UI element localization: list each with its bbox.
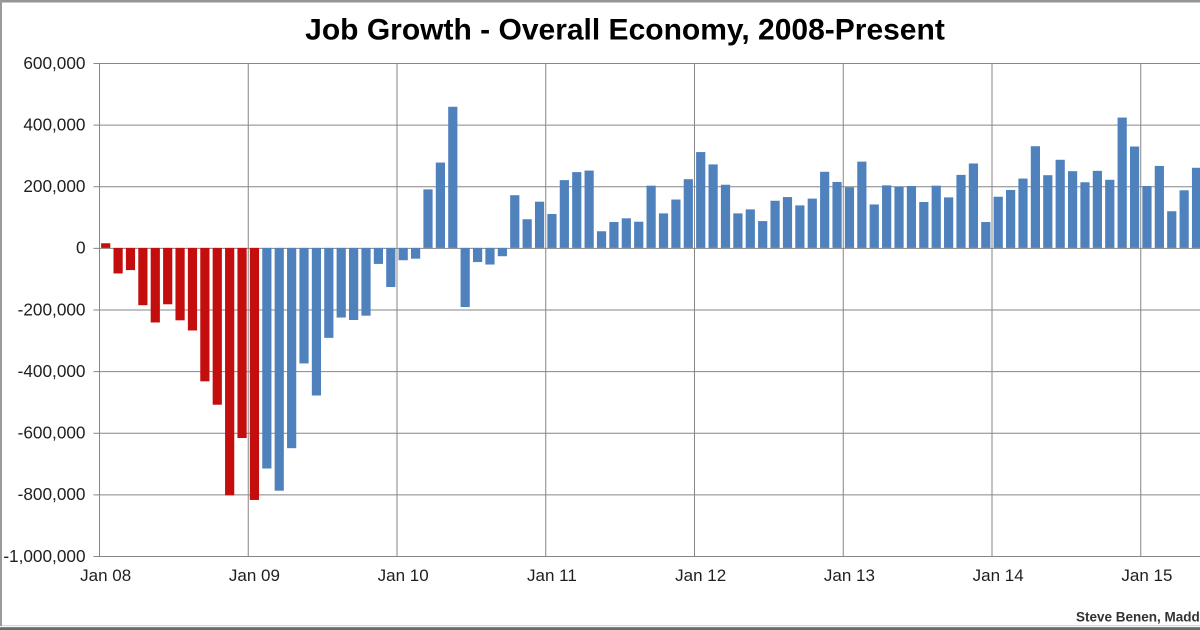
svg-text:-800,000: -800,000: [18, 484, 86, 504]
svg-text:Jan 09: Jan 09: [229, 566, 280, 585]
svg-text:Jan 14: Jan 14: [973, 566, 1024, 585]
svg-text:-600,000: -600,000: [18, 423, 86, 443]
svg-text:Jan 13: Jan 13: [824, 566, 875, 585]
svg-text:600,000: 600,000: [23, 53, 85, 73]
svg-text:Jan 12: Jan 12: [675, 566, 726, 585]
svg-text:-200,000: -200,000: [18, 299, 86, 319]
svg-text:200,000: 200,000: [23, 176, 85, 196]
svg-text:-400,000: -400,000: [18, 361, 86, 381]
svg-text:Jan 08: Jan 08: [80, 566, 131, 585]
svg-text:Jan 15: Jan 15: [1121, 566, 1172, 585]
svg-text:-1,000,000: -1,000,000: [3, 546, 85, 566]
svg-text:0: 0: [76, 238, 86, 258]
svg-text:400,000: 400,000: [23, 114, 85, 134]
svg-text:Jan 10: Jan 10: [378, 566, 429, 585]
svg-text:Job Growth - Overall Economy,: Job Growth - Overall Economy, 2008-Prese…: [305, 14, 945, 47]
svg-text:Steve Benen, MaddowBlog: Steve Benen, MaddowBlog: [1076, 610, 1200, 625]
svg-text:Jan 11: Jan 11: [527, 566, 577, 585]
